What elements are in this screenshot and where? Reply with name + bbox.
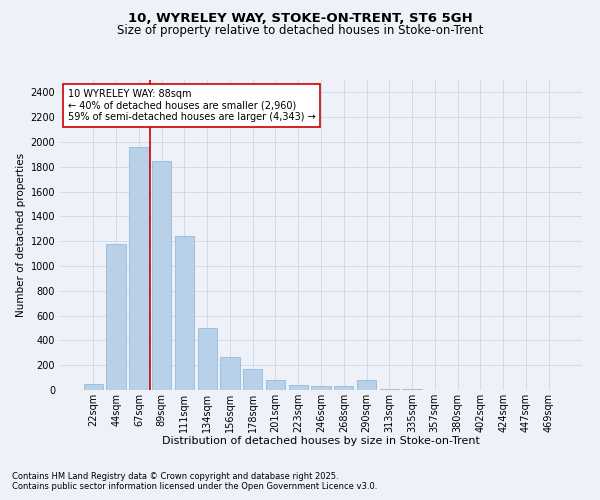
X-axis label: Distribution of detached houses by size in Stoke-on-Trent: Distribution of detached houses by size … — [162, 436, 480, 446]
Text: Size of property relative to detached houses in Stoke-on-Trent: Size of property relative to detached ho… — [117, 24, 483, 37]
Text: 10 WYRELEY WAY: 88sqm
← 40% of detached houses are smaller (2,960)
59% of semi-d: 10 WYRELEY WAY: 88sqm ← 40% of detached … — [68, 90, 316, 122]
Bar — [357, 380, 376, 390]
Bar — [197, 328, 217, 390]
Bar — [175, 236, 194, 390]
Bar — [243, 369, 262, 390]
Bar — [84, 384, 103, 390]
Bar — [129, 147, 149, 390]
Bar — [220, 356, 239, 390]
Text: Contains public sector information licensed under the Open Government Licence v3: Contains public sector information licen… — [12, 482, 377, 491]
Bar — [152, 160, 172, 390]
Y-axis label: Number of detached properties: Number of detached properties — [16, 153, 26, 317]
Bar — [311, 386, 331, 390]
Bar — [106, 244, 126, 390]
Bar — [380, 389, 399, 390]
Bar — [334, 386, 353, 390]
Text: Contains HM Land Registry data © Crown copyright and database right 2025.: Contains HM Land Registry data © Crown c… — [12, 472, 338, 481]
Text: 10, WYRELEY WAY, STOKE-ON-TRENT, ST6 5GH: 10, WYRELEY WAY, STOKE-ON-TRENT, ST6 5GH — [128, 12, 472, 26]
Bar — [289, 385, 308, 390]
Bar — [266, 380, 285, 390]
